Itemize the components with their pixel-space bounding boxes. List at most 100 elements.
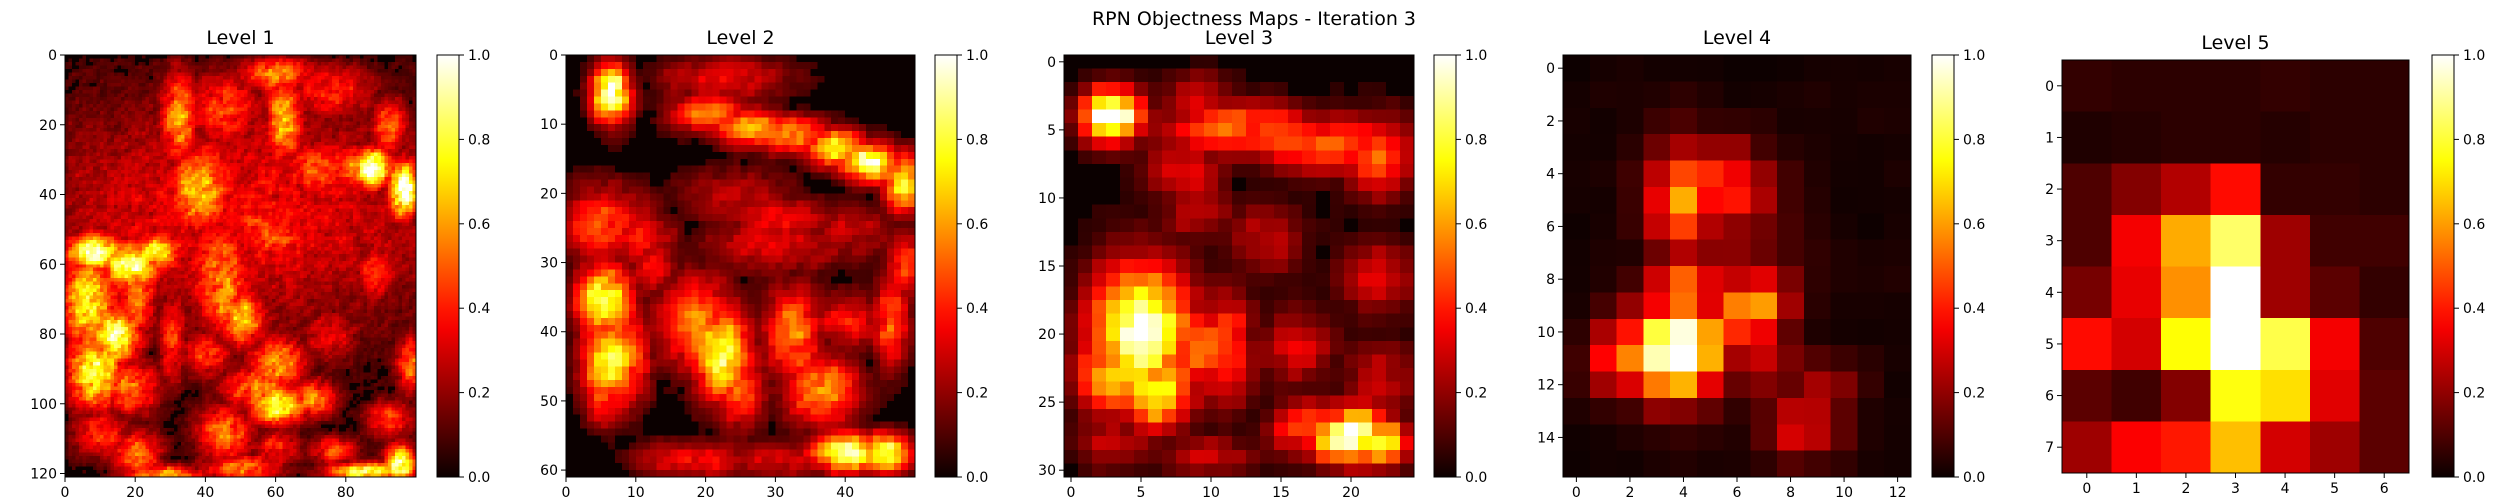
- heatmap-cell: [173, 204, 178, 210]
- heatmap-cell: [117, 184, 122, 189]
- heatmap-cell: [282, 159, 287, 164]
- heatmap-cell: [384, 149, 389, 154]
- heatmap-cell: [82, 152, 87, 157]
- heatmap-cell: [75, 89, 80, 94]
- heatmap-cell: [100, 191, 105, 196]
- heatmap-cell: [286, 117, 291, 122]
- heatmap-cell: [324, 170, 329, 175]
- heatmap-cell: [208, 163, 214, 168]
- heatmap-cell: [103, 215, 108, 220]
- heatmap-cell: [89, 75, 94, 81]
- heatmap-cell: [222, 103, 228, 108]
- heatmap-cell: [180, 222, 185, 227]
- heatmap-cell: [328, 163, 333, 168]
- heatmap-cell: [247, 156, 252, 161]
- heatmap-cell: [261, 68, 266, 74]
- heatmap-cell: [208, 117, 214, 122]
- heatmap-cell: [317, 194, 322, 199]
- heatmap-cell: [128, 55, 133, 60]
- heatmap-cell: [387, 114, 393, 119]
- heatmap-cell: [377, 75, 382, 81]
- heatmap-cell: [163, 138, 168, 143]
- heatmap-cell: [226, 131, 231, 136]
- heatmap-cell: [359, 124, 364, 129]
- heatmap-cell: [387, 96, 393, 101]
- heatmap-cell: [380, 124, 386, 129]
- heatmap-cell: [187, 58, 192, 63]
- heatmap-cell: [240, 208, 245, 213]
- heatmap-cell: [408, 65, 414, 70]
- heatmap-cell: [180, 82, 185, 87]
- heatmap-cell: [293, 145, 298, 150]
- heatmap-cell: [180, 201, 185, 206]
- heatmap-cell: [296, 218, 301, 224]
- heatmap-cell: [236, 128, 242, 133]
- heatmap-cell: [247, 58, 252, 63]
- heatmap-cell: [135, 204, 140, 210]
- heatmap-cell: [394, 107, 400, 112]
- heatmap-cell: [370, 222, 375, 227]
- heatmap-cell: [117, 131, 122, 136]
- heatmap-cell: [247, 225, 252, 230]
- heatmap-cell: [356, 107, 361, 112]
- heatmap-cell: [75, 107, 80, 112]
- heatmap-cell: [93, 145, 98, 150]
- heatmap-cell: [75, 166, 80, 171]
- heatmap-cell: [321, 211, 326, 217]
- heatmap-cell: [401, 121, 407, 126]
- heatmap-cell: [412, 135, 417, 140]
- heatmap-cell: [394, 204, 400, 210]
- heatmap-cell: [96, 107, 101, 112]
- heatmap-cell: [303, 79, 308, 84]
- heatmap-cell: [114, 142, 119, 147]
- heatmap-cell: [107, 82, 112, 87]
- heatmap-cell: [86, 194, 91, 199]
- heatmap-cell: [128, 114, 133, 119]
- heatmap-cell: [229, 93, 235, 98]
- heatmap-cell: [328, 145, 333, 150]
- heatmap-cell: [338, 156, 343, 161]
- heatmap-cell: [384, 152, 389, 157]
- heatmap-cell: [208, 187, 214, 192]
- heatmap-cell: [275, 180, 280, 185]
- heatmap-cell: [121, 61, 126, 67]
- heatmap-cell: [180, 149, 185, 154]
- heatmap-cell: [110, 163, 115, 168]
- heatmap-cell: [265, 110, 270, 115]
- heatmap-cell: [163, 93, 168, 98]
- heatmap-cell: [345, 159, 350, 164]
- heatmap-cell: [131, 204, 136, 210]
- heatmap-cell: [89, 166, 94, 171]
- heatmap-cell: [314, 131, 319, 136]
- heatmap-cell: [114, 225, 119, 230]
- heatmap-cell: [286, 222, 291, 227]
- heatmap-cell: [180, 177, 185, 182]
- heatmap-cell: [68, 114, 73, 119]
- heatmap-cell: [268, 142, 273, 147]
- heatmap-cell: [279, 75, 284, 81]
- heatmap-cell: [156, 75, 161, 81]
- heatmap-cell: [177, 173, 182, 178]
- heatmap-cell: [173, 65, 178, 70]
- heatmap-cell: [408, 86, 414, 91]
- heatmap-cell: [96, 184, 101, 189]
- heatmap-cell: [366, 107, 371, 112]
- heatmap-cell: [282, 180, 287, 185]
- heatmap-cell: [314, 68, 319, 74]
- heatmap-cell: [82, 107, 87, 112]
- heatmap-cell: [300, 222, 305, 227]
- heatmap-cell: [324, 114, 329, 119]
- heatmap-cell: [352, 58, 357, 63]
- heatmap-cell: [359, 117, 364, 122]
- heatmap-cell: [279, 170, 284, 175]
- heatmap-cell: [286, 166, 291, 171]
- heatmap-cell: [156, 128, 161, 133]
- heatmap-cell: [268, 107, 273, 112]
- heatmap-cell: [331, 135, 336, 140]
- heatmap-cell: [201, 135, 206, 140]
- heatmap-cell: [352, 142, 357, 147]
- heatmap-cell: [82, 55, 87, 60]
- heatmap-cell: [194, 152, 199, 157]
- heatmap-cell: [289, 114, 294, 119]
- heatmap-cell: [289, 79, 294, 84]
